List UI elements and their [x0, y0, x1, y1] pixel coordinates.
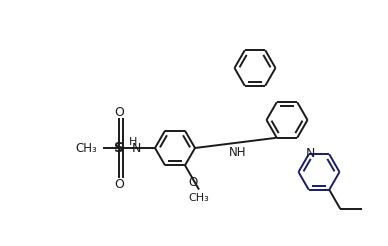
- Text: N: N: [306, 147, 315, 160]
- Text: S: S: [114, 141, 124, 155]
- Text: H: H: [129, 137, 137, 147]
- Text: O: O: [189, 176, 197, 189]
- Text: O: O: [114, 179, 124, 191]
- Text: N: N: [131, 142, 141, 155]
- Text: CH₃: CH₃: [189, 193, 210, 202]
- Text: CH₃: CH₃: [75, 141, 97, 154]
- Text: NH: NH: [229, 146, 247, 159]
- Text: O: O: [114, 107, 124, 120]
